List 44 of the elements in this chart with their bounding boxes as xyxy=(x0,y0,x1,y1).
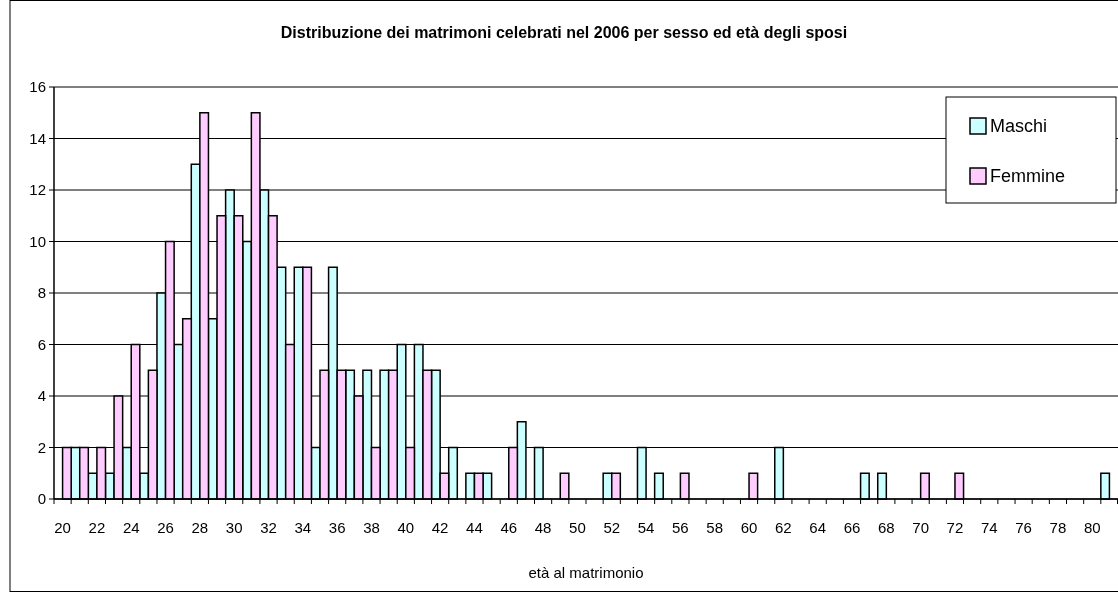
x-tick-label: 40 xyxy=(397,519,415,536)
x-tick-label: 54 xyxy=(637,519,655,536)
x-tick-label: 28 xyxy=(191,519,209,536)
x-tick-label: 48 xyxy=(534,519,552,536)
x-tick-label: 46 xyxy=(500,519,518,536)
chart-title: Distribuzione dei matrimoni celebrati nel 2006 per sesso ed età degli sposi xyxy=(280,24,848,41)
legend-label: Femmine xyxy=(990,166,1066,187)
x-tick-label: 64 xyxy=(809,519,827,536)
x-tick-label: 42 xyxy=(431,519,449,536)
x-tick-label: 26 xyxy=(157,519,174,536)
y-tick-label: 16 xyxy=(29,78,46,96)
x-tick-label: 56 xyxy=(672,519,689,536)
y-tick-label: 12 xyxy=(29,181,46,199)
x-axis-title: età al matrimonio xyxy=(528,564,644,581)
x-tick-label: 38 xyxy=(363,519,380,536)
x-tick-label: 50 xyxy=(569,519,586,536)
x-tick-label: 44 xyxy=(466,519,483,536)
y-tick-label: 14 xyxy=(29,129,46,147)
x-tick-label: 52 xyxy=(603,519,621,536)
x-tick-label: 74 xyxy=(980,519,998,536)
x-tick-label: 24 xyxy=(122,519,140,536)
x-tick-label: 68 xyxy=(877,519,895,536)
y-tick-label: 2 xyxy=(37,438,46,456)
x-tick-label: 80 xyxy=(1083,519,1101,536)
y-tick-label: 0 xyxy=(37,490,46,508)
x-tick-label: 66 xyxy=(843,519,861,536)
x-tick-label: 34 xyxy=(294,519,312,536)
x-tick-label: 30 xyxy=(225,519,243,536)
x-tick-label: 22 xyxy=(88,519,106,536)
x-tick-label: 76 xyxy=(1015,519,1032,536)
x-tick-label: 58 xyxy=(706,519,724,536)
x-tick-label: 62 xyxy=(775,519,792,536)
x-tick-label: 36 xyxy=(328,519,346,536)
y-tick-label: 10 xyxy=(29,232,46,250)
y-tick-label: 4 xyxy=(37,387,46,405)
x-tick-label: 78 xyxy=(1049,519,1067,536)
x-tick-label: 32 xyxy=(260,519,277,536)
y-tick-label: 6 xyxy=(37,335,46,353)
x-tick-label: 70 xyxy=(912,519,929,536)
x-tick-label: 20 xyxy=(54,519,71,536)
x-tick-label: 72 xyxy=(946,519,964,536)
x-tick-label: 60 xyxy=(740,519,758,536)
legend-label: Maschi xyxy=(990,116,1048,137)
y-tick-label: 8 xyxy=(37,284,46,302)
